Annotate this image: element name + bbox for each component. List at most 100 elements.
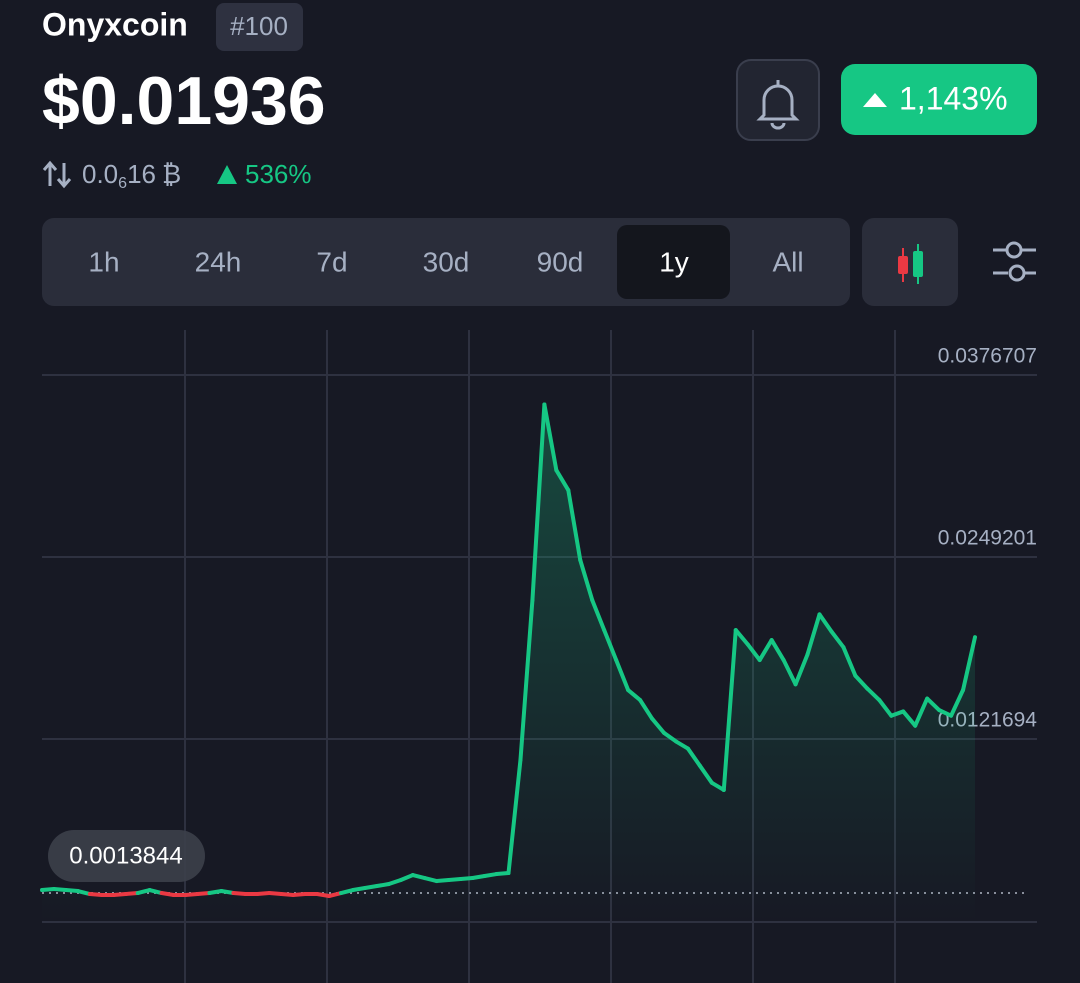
y-tick-label: 0.0249201 — [938, 527, 1037, 550]
line-segment — [877, 698, 894, 718]
line-segment — [40, 887, 56, 893]
line-segment — [829, 629, 846, 650]
line-segment — [781, 658, 798, 687]
line-segment — [398, 873, 415, 883]
rank: #100 — [230, 11, 288, 41]
line-segment — [279, 892, 296, 898]
baseline-pill — [48, 830, 205, 882]
line-segment — [506, 757, 523, 876]
line-segment — [626, 688, 643, 703]
line-segment — [841, 645, 858, 678]
line-segment — [602, 628, 619, 663]
line-segment — [183, 892, 200, 898]
line-segment — [159, 891, 176, 898]
line-segment — [578, 558, 595, 603]
line-segment — [614, 658, 631, 693]
line-segment — [315, 892, 332, 899]
line-segment — [853, 673, 870, 691]
line-segment — [793, 652, 810, 687]
coin-name: Onyxcoin — [42, 6, 188, 42]
tab[interactable]: 1y — [659, 246, 689, 277]
candle-icon — [898, 244, 923, 284]
line-segment — [805, 612, 822, 657]
tab[interactable]: 90d — [537, 246, 584, 277]
line-segment — [949, 688, 966, 718]
line-segment — [87, 892, 104, 898]
line-segment — [817, 612, 834, 634]
line-segment — [542, 402, 559, 473]
line-segment — [434, 878, 451, 884]
tab[interactable]: 1h — [88, 246, 119, 277]
line-segment — [339, 888, 355, 896]
line-segment — [709, 780, 726, 792]
line-segment — [470, 874, 487, 881]
line-segment — [195, 891, 212, 897]
line-segment — [219, 889, 236, 896]
btc-lead: 0.0 — [82, 159, 118, 189]
line-segment — [590, 598, 607, 633]
area — [42, 404, 975, 922]
line-segment — [207, 889, 224, 896]
tab[interactable]: 7d — [316, 246, 347, 277]
y-tick-label: 0.0376707 — [938, 345, 1037, 368]
line-segment — [925, 696, 942, 713]
line-segment — [913, 696, 930, 728]
line-segment — [865, 686, 882, 703]
line-segment — [255, 891, 272, 897]
line-segment — [662, 730, 678, 744]
up-triangle — [863, 93, 887, 107]
change: 1,143% — [899, 80, 1008, 116]
baseline-label: 0.0013844 — [69, 842, 182, 869]
line-segment — [554, 468, 571, 493]
line-segment — [697, 763, 714, 785]
line-segment — [769, 638, 786, 663]
line-segment — [757, 638, 774, 663]
line-segment — [111, 892, 128, 898]
line-segment — [494, 871, 511, 877]
tab-selected — [617, 225, 730, 299]
change-pill — [841, 64, 1037, 135]
line-segment — [745, 642, 762, 663]
rank-badge — [216, 3, 303, 51]
tab[interactable]: 30d — [423, 246, 470, 277]
line-segment — [566, 488, 583, 563]
line-segment — [422, 876, 439, 884]
line-segment — [75, 889, 92, 897]
tab[interactable]: All — [772, 246, 803, 277]
line-segment — [291, 892, 308, 898]
line-segment — [231, 891, 248, 897]
line-segment — [63, 888, 80, 894]
line-segment — [518, 598, 535, 762]
line-segment — [51, 887, 68, 893]
convert-icon — [42, 160, 72, 189]
line-segment — [147, 888, 164, 896]
line-segment — [351, 886, 367, 893]
line-segment — [458, 876, 475, 882]
price: $0.01936 — [42, 63, 326, 139]
line-segment — [673, 739, 690, 751]
btc-zeros: 6 — [118, 175, 127, 192]
btc-price: 0.0616 ₿ — [82, 159, 181, 192]
line-segment — [530, 402, 547, 603]
line-segment — [362, 884, 379, 891]
line-segment — [386, 878, 403, 887]
bell-icon — [756, 80, 800, 130]
line-segment — [721, 628, 738, 792]
line-segment — [650, 716, 666, 735]
up-triangle — [217, 165, 237, 184]
line-segment — [685, 746, 702, 768]
chart-type-button[interactable] — [862, 218, 958, 306]
line-segment — [901, 709, 918, 728]
line-segment — [638, 698, 655, 721]
line-segment — [374, 882, 391, 889]
line-segment — [267, 891, 284, 897]
tab[interactable]: 24h — [195, 246, 242, 277]
line-segment — [135, 888, 152, 896]
line-segment — [482, 872, 499, 879]
btc-symbol: ₿ — [162, 159, 181, 189]
line-segment — [937, 708, 954, 718]
settings-icon[interactable] — [993, 241, 1036, 282]
line-segment — [733, 628, 750, 647]
line-segment — [327, 891, 344, 899]
line-segment — [446, 877, 463, 883]
